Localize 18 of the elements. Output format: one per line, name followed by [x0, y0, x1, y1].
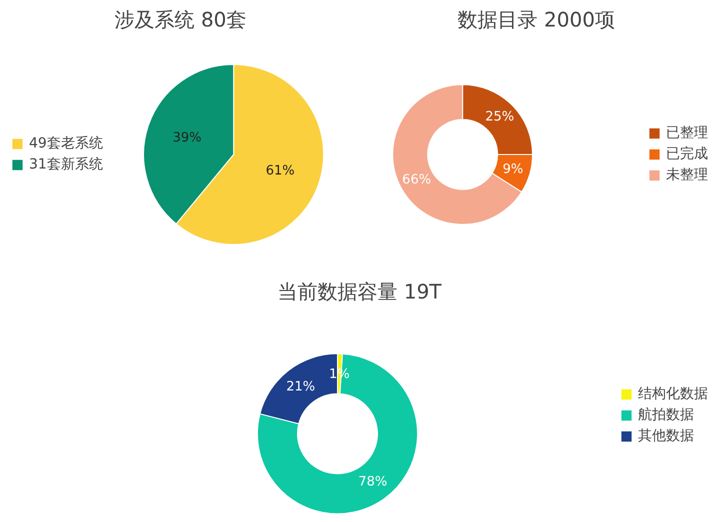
legend-label: 其他数据: [638, 427, 694, 445]
legend-label: 49套老系统: [29, 134, 103, 152]
legend-label: 已完成: [666, 145, 708, 163]
legend-label: 结构化数据: [638, 385, 708, 403]
data-label: 25%: [485, 109, 514, 124]
data-label: 66%: [402, 172, 432, 188]
legend-label: 未整理: [666, 166, 708, 184]
data-label: 61%: [266, 164, 295, 179]
chart-title: 当前数据容量 19T: [277, 280, 442, 304]
legend-label: 31套新系统: [29, 156, 103, 174]
data-label: 21%: [286, 379, 316, 394]
data-label: 9%: [502, 162, 524, 177]
legend-label: 已整理: [666, 124, 708, 142]
chart-title: 数据目录 2000项: [458, 8, 615, 32]
chart-title: 涉及系统 80套: [114, 8, 246, 32]
data-label: 39%: [172, 130, 202, 146]
data-label: 78%: [358, 474, 388, 490]
legend-label: 航拍数据: [638, 406, 694, 424]
